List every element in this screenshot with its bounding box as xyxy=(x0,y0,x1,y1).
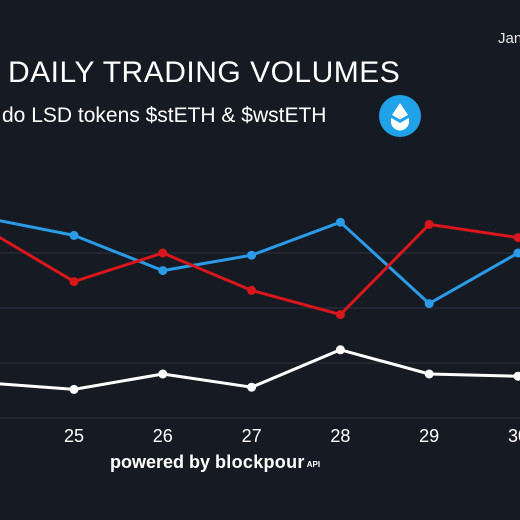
series-line-3 xyxy=(0,348,520,391)
series-3-point-27 xyxy=(247,382,257,392)
series-2-point-29 xyxy=(424,219,434,229)
series-3-point-29 xyxy=(424,369,434,379)
x-tick-label-28: 28 xyxy=(330,426,350,446)
series-2-point-26 xyxy=(158,248,168,258)
series-1-point-27 xyxy=(247,250,257,260)
series-line-2 xyxy=(0,222,520,317)
x-tick-label-25: 25 xyxy=(64,426,84,446)
api-badge: API xyxy=(306,460,321,469)
series-1-point-30 xyxy=(513,248,520,258)
x-tick-label-27: 27 xyxy=(242,426,262,446)
footer-credit: powered by blockpour API xyxy=(0,452,430,473)
series-2-point-27 xyxy=(247,285,257,295)
x-tick-label-30: 30 xyxy=(508,426,520,446)
series-1-point-29 xyxy=(424,299,434,309)
x-tick-label-29: 29 xyxy=(419,426,439,446)
chart-title: DAILY TRADING VOLUMES xyxy=(8,56,401,89)
series-1-point-28 xyxy=(335,217,345,227)
series-2-point-28 xyxy=(335,310,345,320)
series-3-point-26 xyxy=(158,369,168,379)
chart-subtitle: do LSD tokens $stETH & $wstETH xyxy=(2,104,327,127)
x-tick-label-26: 26 xyxy=(153,426,173,446)
series-3-point-25 xyxy=(69,384,79,394)
lido-drop-icon xyxy=(379,95,421,137)
series-1-point-25 xyxy=(69,230,79,240)
series-3-point-28 xyxy=(335,345,345,355)
series-1-point-26 xyxy=(158,266,168,276)
blockpour-logo: blockpour xyxy=(215,452,305,472)
series-3-point-30 xyxy=(513,371,520,381)
date-label: Jan xyxy=(498,30,520,47)
series-line-1 xyxy=(0,219,520,306)
series-group xyxy=(0,217,520,394)
series-2-point-30 xyxy=(513,233,520,243)
x-axis-ticks: 25 26 27 28 29 30 xyxy=(64,426,520,446)
powered-by-text: powered by xyxy=(109,452,210,472)
grid-lines xyxy=(0,252,520,419)
series-2-point-25 xyxy=(69,277,79,287)
